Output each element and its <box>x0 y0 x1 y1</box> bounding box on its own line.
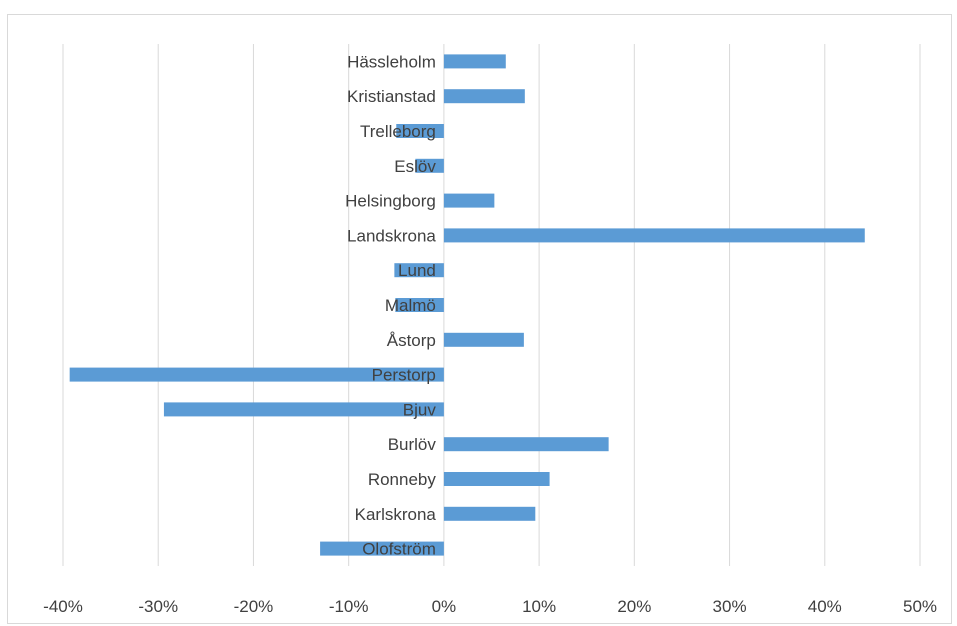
gridlines <box>62 44 921 566</box>
x-tick-label: 20% <box>617 597 651 616</box>
x-tick-label: 40% <box>808 597 842 616</box>
bar <box>320 541 444 556</box>
bar <box>163 402 444 417</box>
chart-frame <box>7 14 952 624</box>
category-label: Helsingborg <box>345 192 436 211</box>
category-label: Kristianstad <box>347 87 436 106</box>
category-label: Trelleborg <box>360 122 436 141</box>
category-label: Karlskrona <box>355 505 437 524</box>
bar <box>395 298 444 312</box>
category-label: Perstorp <box>372 366 436 385</box>
bar <box>69 367 444 382</box>
bar <box>415 158 444 173</box>
bars <box>69 54 865 556</box>
category-label: Burlöv <box>388 435 437 454</box>
x-axis-tick-labels: -40% -30% -20% -10% 0% 10% 20% 30% 40% 50% <box>43 597 937 616</box>
category-label: Hässleholm <box>347 52 436 71</box>
bar <box>443 89 525 104</box>
x-tick-label: -40% <box>43 597 83 616</box>
x-tick-label: 50% <box>903 597 937 616</box>
x-tick-label: 0% <box>432 597 457 616</box>
bar <box>443 437 609 452</box>
category-label: Eslöv <box>394 157 436 176</box>
category-label: Åstorp <box>387 331 436 350</box>
category-label: Bjuv <box>403 400 437 419</box>
x-tick-label: -30% <box>138 597 178 616</box>
bar <box>443 193 495 208</box>
category-label: Lund <box>398 261 436 280</box>
category-label: Olofström <box>362 540 436 559</box>
category-label: Malmö <box>385 296 436 315</box>
bar <box>443 472 550 486</box>
bar <box>443 228 865 243</box>
bar <box>443 54 506 69</box>
bar <box>443 332 524 347</box>
bar <box>443 506 536 521</box>
category-label: Landskrona <box>347 226 436 245</box>
x-tick-label: -20% <box>234 597 274 616</box>
bar <box>396 124 444 138</box>
x-tick-label: 30% <box>713 597 747 616</box>
category-label: Ronneby <box>368 470 437 489</box>
x-tick-label: 10% <box>522 597 556 616</box>
category-labels: Hässleholm Kristianstad Trelleborg Eslöv Hel… <box>345 52 436 558</box>
x-tick-label: -10% <box>329 597 369 616</box>
bar <box>394 263 444 278</box>
